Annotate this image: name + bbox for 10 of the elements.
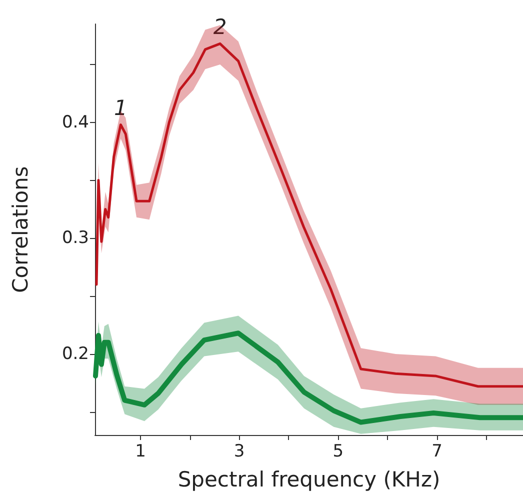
x-tick-label: 1 [135, 442, 146, 462]
y-tick-label: 0.3 [62, 228, 89, 248]
y-tick-label: 0.4 [62, 112, 89, 132]
x-tick-label: 3 [234, 442, 245, 462]
y-axis-title: Correlations [8, 166, 32, 293]
x-axis-title: Spectral frequency (KHz) [178, 468, 440, 492]
y-tick-label: 0.2 [62, 344, 89, 364]
x-tick-label: 5 [332, 442, 344, 462]
x-tick-label: 7 [432, 442, 442, 462]
annotation: 1 [114, 96, 128, 120]
